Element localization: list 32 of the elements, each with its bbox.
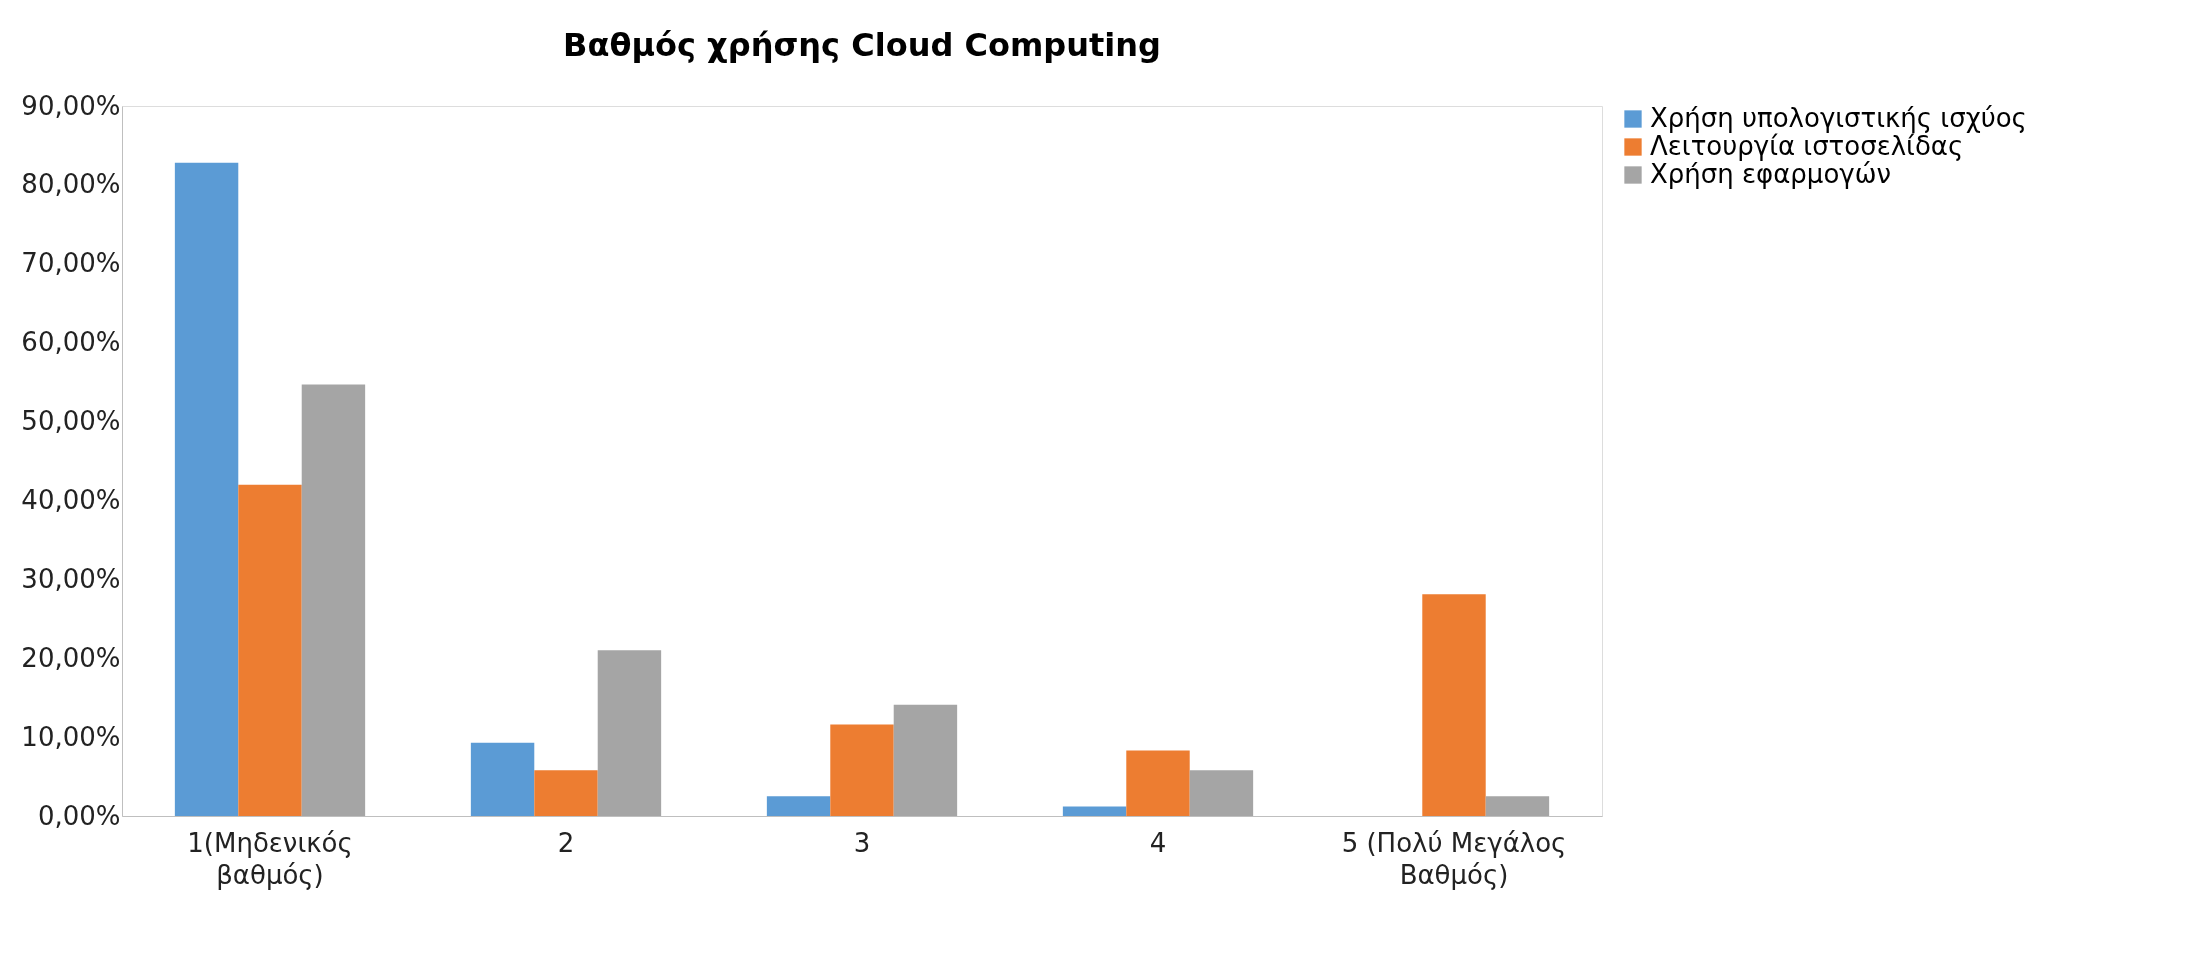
bar xyxy=(1062,806,1127,816)
y-tick-label: 50,00% xyxy=(21,406,121,437)
y-tick-label: 80,00% xyxy=(21,169,121,200)
y-tick-label: 90,00% xyxy=(21,90,121,121)
bar xyxy=(238,484,302,816)
y-tick-label: 70,00% xyxy=(21,248,121,279)
bar xyxy=(1485,796,1550,816)
bar xyxy=(597,650,662,816)
y-tick-label: 10,00% xyxy=(21,721,121,752)
bar xyxy=(1422,594,1486,816)
bar xyxy=(470,742,535,816)
y-tick-label: 40,00% xyxy=(21,484,121,515)
y-tick-label: 20,00% xyxy=(21,642,121,673)
bar xyxy=(1189,770,1254,816)
chart-title: Βαθμός χρήσης Cloud Computing xyxy=(563,26,1161,64)
bar xyxy=(174,162,239,816)
legend-label: Λειτουργία ιστοσελίδας xyxy=(1650,131,1964,161)
x-tick-label: 4 xyxy=(1149,827,1167,858)
bar xyxy=(766,796,831,816)
bar xyxy=(830,724,894,816)
y-tick-label: 30,00% xyxy=(21,563,121,594)
bar xyxy=(893,704,958,816)
x-tick-label: 1(Μηδενικός βαθμός) xyxy=(187,827,353,890)
x-tick-label: 3 xyxy=(853,827,871,858)
bar xyxy=(534,770,598,816)
legend-label: Χρήση υπολογιστικής ισχύος xyxy=(1650,103,2027,133)
y-tick-label: 0,00% xyxy=(37,800,121,831)
x-tick-label: 5 (Πολύ Μεγάλος Βαθμός) xyxy=(1341,827,1567,890)
x-tick-label: 2 xyxy=(557,827,575,858)
y-tick-label: 60,00% xyxy=(21,327,121,358)
bar xyxy=(1126,750,1190,816)
bar xyxy=(301,384,366,816)
